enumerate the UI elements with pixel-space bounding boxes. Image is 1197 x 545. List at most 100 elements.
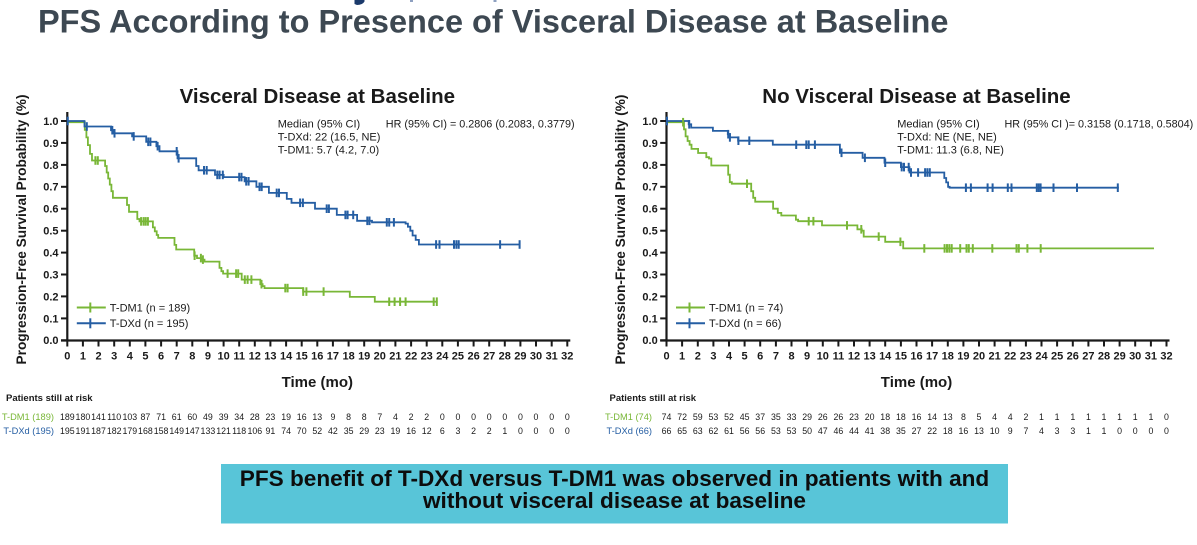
svg-text:0: 0 <box>440 412 445 422</box>
svg-text:5: 5 <box>977 412 982 422</box>
svg-text:0.7: 0.7 <box>642 182 657 194</box>
svg-text:T-DM1 (74): T-DM1 (74) <box>605 412 652 422</box>
svg-text:4: 4 <box>1008 412 1013 422</box>
svg-text:59: 59 <box>693 412 703 422</box>
svg-text:8: 8 <box>189 350 195 362</box>
svg-text:71: 71 <box>156 412 166 422</box>
svg-text:No Visceral Disease at Baselin: No Visceral Disease at Baseline <box>762 85 1070 108</box>
svg-text:39: 39 <box>219 412 229 422</box>
svg-text:15: 15 <box>895 350 907 362</box>
svg-text:T-DXd (n = 195): T-DXd (n = 195) <box>110 318 189 330</box>
svg-text:1.0: 1.0 <box>642 116 657 128</box>
svg-text:65: 65 <box>677 426 687 436</box>
svg-text:74: 74 <box>281 426 291 436</box>
svg-text:4: 4 <box>992 412 997 422</box>
svg-text:0: 0 <box>487 412 492 422</box>
svg-text:3: 3 <box>1070 426 1075 436</box>
svg-text:16: 16 <box>311 350 323 362</box>
svg-text:12: 12 <box>249 350 261 362</box>
svg-text:0.6: 0.6 <box>642 204 657 216</box>
svg-text:27: 27 <box>1082 350 1094 362</box>
svg-text:24: 24 <box>436 350 449 362</box>
svg-text:70: 70 <box>297 426 307 436</box>
svg-text:26: 26 <box>834 412 844 422</box>
svg-text:1: 1 <box>1086 426 1091 436</box>
svg-text:T-DXd: NE (NE, NE): T-DXd: NE (NE, NE) <box>897 131 997 143</box>
svg-text:17: 17 <box>926 350 938 362</box>
svg-text:0: 0 <box>1117 426 1122 436</box>
svg-text:7: 7 <box>773 350 779 362</box>
svg-text:6: 6 <box>757 350 763 362</box>
svg-text:T-DXd: 22 (16.5, NE): T-DXd: 22 (16.5, NE) <box>278 131 381 143</box>
svg-text:191: 191 <box>76 426 91 436</box>
svg-text:10: 10 <box>990 426 1000 436</box>
svg-text:T-DM1 (n = 74): T-DM1 (n = 74) <box>709 302 783 314</box>
svg-text:0: 0 <box>518 426 523 436</box>
svg-text:0: 0 <box>1164 412 1169 422</box>
svg-text:66: 66 <box>662 426 672 436</box>
svg-text:2: 2 <box>471 426 476 436</box>
svg-text:8: 8 <box>788 350 794 362</box>
svg-text:46: 46 <box>834 426 844 436</box>
svg-text:3: 3 <box>1055 426 1060 436</box>
svg-text:182: 182 <box>107 426 122 436</box>
svg-text:118: 118 <box>232 426 246 436</box>
svg-text:110: 110 <box>107 412 121 422</box>
svg-text:0.3: 0.3 <box>642 269 657 281</box>
svg-text:18: 18 <box>896 412 906 422</box>
svg-text:23: 23 <box>1020 350 1032 362</box>
svg-text:0: 0 <box>502 412 507 422</box>
svg-text:14: 14 <box>280 350 293 362</box>
svg-text:8: 8 <box>961 412 966 422</box>
svg-text:4: 4 <box>1039 426 1044 436</box>
svg-text:0: 0 <box>471 412 476 422</box>
svg-text:HR (95% CI )= 0.3158 (0.1718,: HR (95% CI )= 0.3158 (0.1718, 0.5804) <box>1005 118 1194 130</box>
svg-text:20: 20 <box>374 350 386 362</box>
svg-text:3: 3 <box>710 350 716 362</box>
svg-text:2: 2 <box>695 350 701 362</box>
svg-text:22: 22 <box>927 426 937 436</box>
svg-text:168: 168 <box>138 426 153 436</box>
svg-text:Median (95% CI): Median (95% CI) <box>897 118 980 130</box>
svg-text:44: 44 <box>849 426 859 436</box>
svg-text:27: 27 <box>483 350 495 362</box>
svg-text:103: 103 <box>122 412 137 422</box>
svg-text:1.0: 1.0 <box>43 116 58 128</box>
svg-text:18: 18 <box>942 350 954 362</box>
svg-text:74: 74 <box>662 412 672 422</box>
svg-text:without visceral disease at ba: without visceral disease at baseline <box>422 488 806 513</box>
svg-text:7: 7 <box>377 412 382 422</box>
svg-text:4: 4 <box>726 350 733 362</box>
svg-text:16: 16 <box>910 350 922 362</box>
svg-text:0.9: 0.9 <box>642 138 657 150</box>
svg-text:61: 61 <box>172 412 182 422</box>
svg-text:T-DM1 (189): T-DM1 (189) <box>2 412 54 422</box>
svg-text:0: 0 <box>565 412 570 422</box>
svg-text:1: 1 <box>1086 412 1091 422</box>
svg-text:12: 12 <box>422 426 432 436</box>
svg-text:42: 42 <box>328 426 338 436</box>
svg-text:7: 7 <box>1023 426 1028 436</box>
svg-text:4: 4 <box>393 412 398 422</box>
svg-text:179: 179 <box>122 426 137 436</box>
svg-text:0.5: 0.5 <box>43 226 58 238</box>
svg-text:0.0: 0.0 <box>642 335 657 347</box>
svg-text:16: 16 <box>959 426 969 436</box>
svg-text:11: 11 <box>833 350 845 362</box>
svg-text:18: 18 <box>342 350 354 362</box>
svg-text:30: 30 <box>1129 350 1141 362</box>
svg-text:26: 26 <box>1067 350 1079 362</box>
svg-text:10: 10 <box>817 350 829 362</box>
svg-text:0: 0 <box>518 412 523 422</box>
svg-text:T-DXd (n = 66): T-DXd (n = 66) <box>709 318 781 330</box>
svg-text:0: 0 <box>1148 426 1153 436</box>
svg-text:53: 53 <box>709 412 719 422</box>
svg-text:23: 23 <box>375 426 385 436</box>
svg-text:26: 26 <box>467 350 479 362</box>
svg-text:195: 195 <box>60 426 75 436</box>
svg-text:2: 2 <box>1023 412 1028 422</box>
svg-text:0.6: 0.6 <box>43 204 58 216</box>
svg-text:0.1: 0.1 <box>43 313 58 325</box>
svg-text:2: 2 <box>409 412 414 422</box>
svg-text:56: 56 <box>755 426 765 436</box>
